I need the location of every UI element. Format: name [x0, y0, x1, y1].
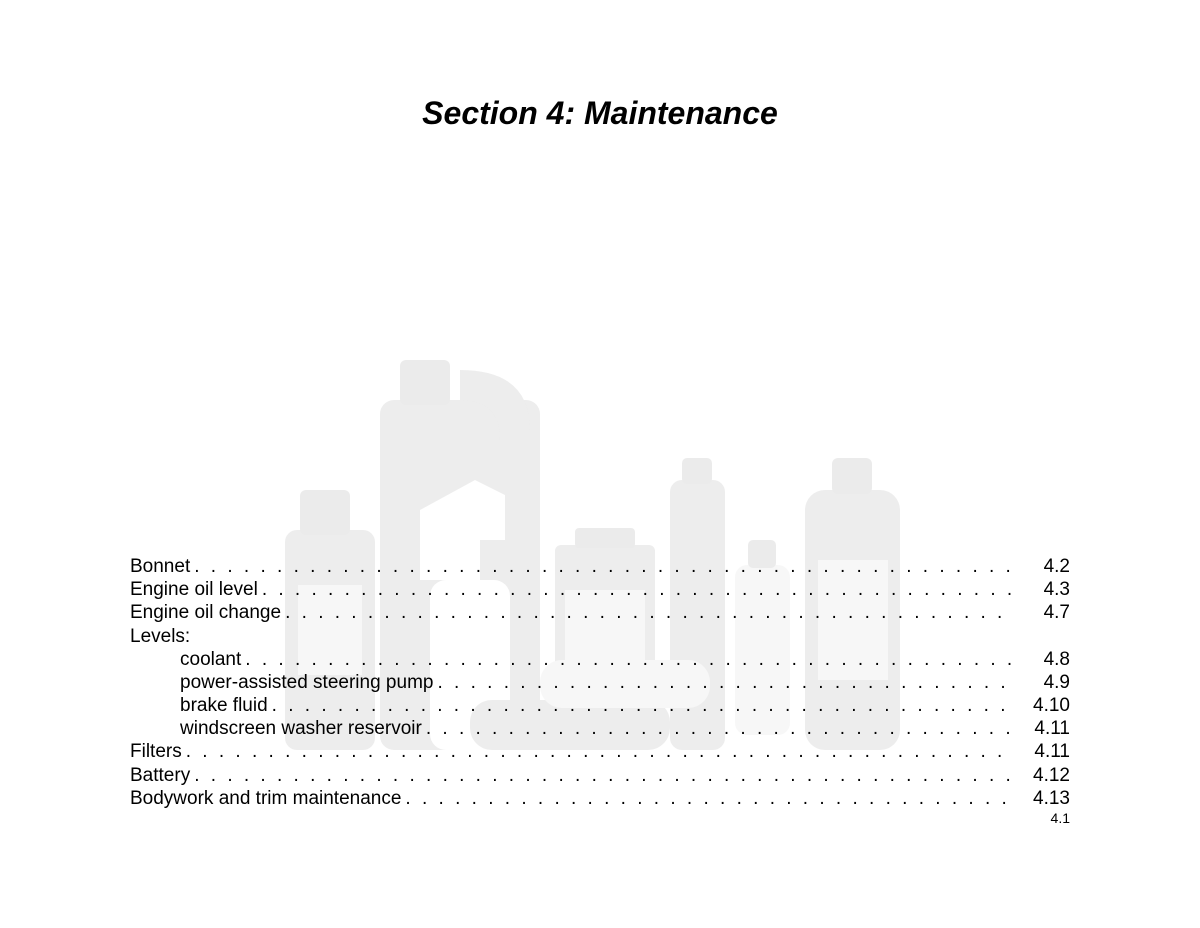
toc-leader-dots: . . . . . . . . . . . . . . . . . . . . …: [241, 648, 1012, 671]
toc-label: coolant: [130, 648, 241, 671]
toc-label: Levels:: [130, 625, 190, 648]
toc-page-number: 4.8: [1012, 648, 1070, 671]
bg-tin-cap: [575, 528, 635, 548]
toc-leader-dots: . . . . . . . . . . . . . . . . . . . . …: [281, 601, 1012, 624]
toc-leader-dots: . . . . . . . . . . . . . . . . . . . . …: [422, 717, 1012, 740]
toc-page-number: 4.3: [1012, 578, 1070, 601]
toc-leader-dots: . . . . . . . . . . . . . . . . . . . . …: [268, 694, 1012, 717]
bg-jug-cap: [400, 360, 450, 405]
toc-page-number: 4.9: [1012, 671, 1070, 694]
toc-leader-dots: . . . . . . . . . . . . . . . . . . . . …: [190, 555, 1012, 578]
toc-row: Bonnet . . . . . . . . . . . . . . . . .…: [130, 555, 1070, 578]
toc-label: Filters: [130, 740, 182, 763]
toc-label: windscreen washer reservoir: [130, 717, 422, 740]
toc-row: brake fluid . . . . . . . . . . . . . . …: [130, 694, 1070, 717]
toc-row: power-assisted steering pump . . . . . .…: [130, 671, 1070, 694]
toc-row: Bodywork and trim maintenance . . . . . …: [130, 787, 1070, 810]
toc-page-number: 4.11: [1012, 717, 1070, 740]
bg-aero-cap: [682, 458, 712, 484]
bg-big-cap: [832, 458, 872, 494]
toc-label: Battery: [130, 764, 190, 787]
toc-row: coolant . . . . . . . . . . . . . . . . …: [130, 648, 1070, 671]
toc-label: Bodywork and trim maintenance: [130, 787, 401, 810]
toc-page-number: 4.12: [1012, 764, 1070, 787]
toc-page-number: 4.2: [1012, 555, 1070, 578]
section-title: Section 4: Maintenance: [0, 95, 1200, 132]
toc-leader-dots: . . . . . . . . . . . . . . . . . . . . …: [258, 578, 1012, 601]
toc-label: Engine oil change: [130, 601, 281, 624]
toc-label: brake fluid: [130, 694, 268, 717]
toc-label: power-assisted steering pump: [130, 671, 433, 694]
toc-label: Bonnet: [130, 555, 190, 578]
toc-page-number: 4.10: [1012, 694, 1070, 717]
toc-row: Engine oil change . . . . . . . . . . . …: [130, 601, 1070, 624]
toc-row: Battery . . . . . . . . . . . . . . . . …: [130, 764, 1070, 787]
toc-label: Engine oil level: [130, 578, 258, 601]
bg-jug-emblem: [429, 504, 481, 556]
toc-page-number: 4.11: [1012, 740, 1070, 763]
bg-jug-handle: [460, 370, 530, 470]
toc-leader-dots: . . . . . . . . . . . . . . . . . . . . …: [433, 671, 1012, 694]
toc-leader-dots: . . . . . . . . . . . . . . . . . . . . …: [182, 740, 1012, 763]
toc-row: Engine oil level . . . . . . . . . . . .…: [130, 578, 1070, 601]
toc-page-number: 4.13: [1012, 787, 1070, 810]
bg-spray1-cap: [300, 490, 350, 535]
table-of-contents: Bonnet . . . . . . . . . . . . . . . . .…: [130, 555, 1070, 810]
toc-row: Levels: . . . . . . . . . . . . . . . . …: [130, 625, 1070, 648]
toc-page-number: 4.7: [1012, 601, 1070, 624]
toc-leader-dots: . . . . . . . . . . . . . . . . . . . . …: [401, 787, 1012, 810]
toc-row: windscreen washer reservoir . . . . . . …: [130, 717, 1070, 740]
toc-leader-dots: . . . . . . . . . . . . . . . . . . . . …: [190, 764, 1012, 787]
toc-row: Filters . . . . . . . . . . . . . . . . …: [130, 740, 1070, 763]
page-number: 4.1: [1051, 810, 1070, 826]
